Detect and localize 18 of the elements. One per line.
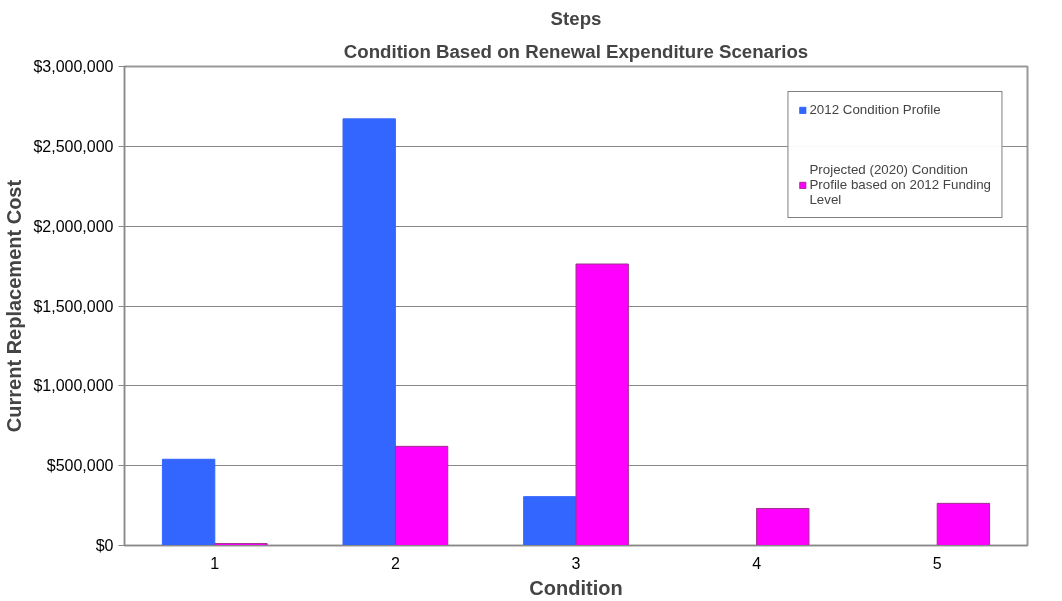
legend-label: Projected (2020) Condition Profile based on 2012 Funding Level (809, 162, 991, 207)
x-axis-title: Condition (529, 576, 623, 599)
y-tick-label: $500,000 (46, 457, 114, 475)
x-tick-label: 3 (571, 554, 581, 572)
legend-label: 2012 Condition Profile (809, 102, 941, 117)
y-tick-label: $0 (95, 537, 114, 554)
x-tick-label: 1 (210, 554, 220, 572)
y-tick-label: $1,000,000 (33, 377, 114, 395)
y-tick-label: $2,000,000 (33, 217, 114, 235)
x-tick-label: 5 (932, 554, 942, 572)
y-tick-label: $2,500,000 (33, 137, 114, 155)
y-tick-label: $3,000,000 (33, 58, 114, 75)
x-tick-label: 2 (390, 554, 400, 572)
chart-title: Steps (550, 7, 602, 29)
y-tick-label: $1,500,000 (33, 297, 114, 315)
y-axis-title: Current Replacement Cost (3, 179, 26, 433)
chart-subtitle: Condition Based on Renewal Expenditure Scenarios (343, 40, 809, 62)
x-tick-label: 4 (752, 554, 762, 572)
